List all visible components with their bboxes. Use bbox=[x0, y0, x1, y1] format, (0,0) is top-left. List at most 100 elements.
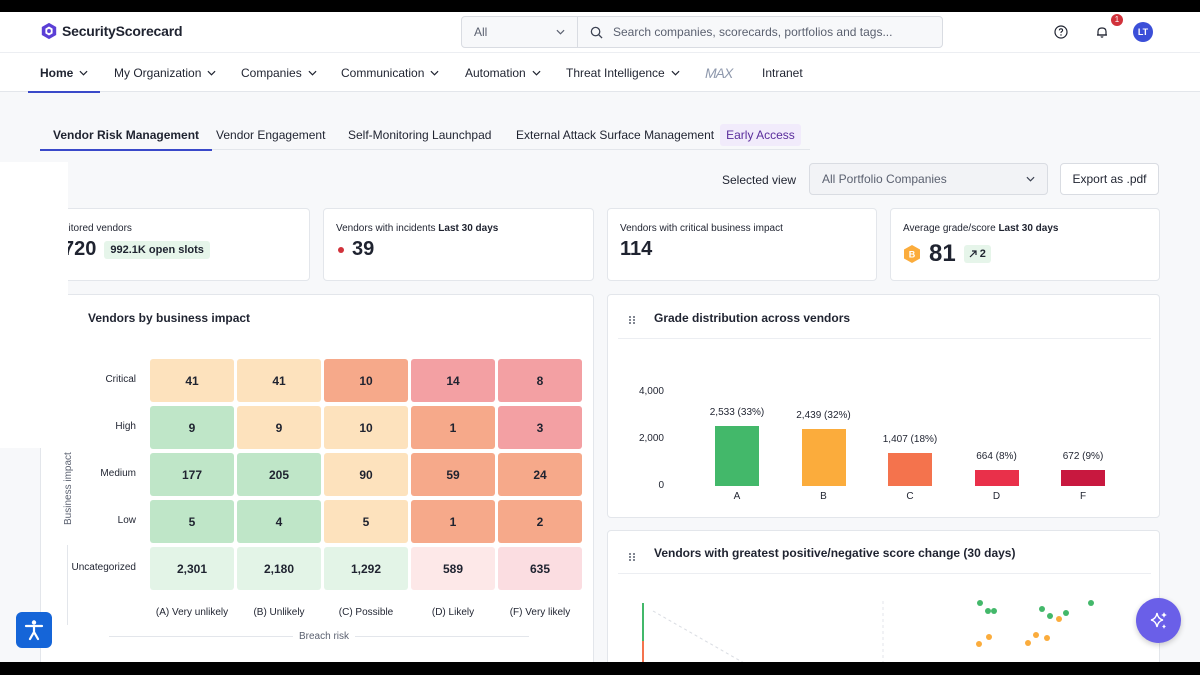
kpi-label-text: Average grade/score bbox=[903, 223, 996, 234]
nav-item-threat-intelligence[interactable]: Threat Intelligence bbox=[566, 53, 680, 92]
bar-c[interactable] bbox=[888, 452, 932, 486]
bar-b[interactable] bbox=[801, 428, 846, 486]
chevron-down-icon bbox=[207, 70, 216, 76]
avatar[interactable]: LT bbox=[1133, 22, 1153, 42]
point-neutral bbox=[1044, 635, 1050, 641]
chevron-down-icon bbox=[79, 70, 88, 76]
nav-item-max[interactable]: MAX bbox=[705, 53, 733, 92]
heatmap-cell[interactable]: 635 bbox=[498, 547, 582, 590]
bell-icon[interactable] bbox=[1095, 25, 1109, 39]
tab-vendor-risk-management[interactable]: Vendor Risk Management bbox=[39, 120, 213, 151]
heatmap-row-label: Uncategorized bbox=[71, 562, 136, 573]
heatmap-cell[interactable]: 8 bbox=[498, 359, 582, 402]
nav-item-intranet[interactable]: Intranet bbox=[762, 53, 803, 92]
max-logo: MAX bbox=[705, 64, 733, 81]
heatmap-col-label: (A) Very unlikely bbox=[155, 607, 229, 618]
point-positive bbox=[1039, 606, 1045, 612]
trend-value: 2 bbox=[979, 248, 986, 260]
heatmap-cell[interactable]: 59 bbox=[411, 453, 495, 496]
tab-external-attack-surface-management[interactable]: External Attack Surface Management Early… bbox=[516, 120, 801, 150]
y-tick-label: 0 bbox=[658, 480, 664, 491]
heatmap-cell[interactable]: 5 bbox=[324, 500, 408, 543]
app-frame: SecurityScorecard All 1 LT Home My Organ… bbox=[0, 12, 1200, 662]
heatmap-cell[interactable]: 1,292 bbox=[324, 547, 408, 590]
kpi-vendors-with-incidents[interactable]: Vendors with incidents Last 30 days 39 bbox=[323, 208, 594, 281]
heatmap-col-label: (F) Very likely bbox=[509, 607, 571, 618]
heatmap-cell[interactable]: 205 bbox=[237, 453, 321, 496]
heatmap-cell[interactable]: 2 bbox=[498, 500, 582, 543]
heatmap-cell[interactable]: 41 bbox=[237, 359, 321, 402]
dashboard-tabs: Vendor Risk Management Vendor Engagement… bbox=[39, 120, 810, 151]
bar-f[interactable] bbox=[1061, 470, 1105, 486]
ai-assistant-button[interactable] bbox=[1136, 598, 1181, 643]
score-change-card: Vendors with greatest positive/negative … bbox=[607, 530, 1160, 662]
kpi-value: 81 bbox=[929, 240, 956, 267]
bar-data-label: 664 (8%) bbox=[976, 451, 1017, 463]
chevron-down-icon bbox=[671, 70, 680, 76]
heatmap-cell[interactable]: 9 bbox=[237, 406, 321, 449]
point-positive bbox=[985, 608, 991, 614]
chevron-down-icon bbox=[430, 70, 439, 76]
chevron-down-icon bbox=[1026, 176, 1035, 182]
brand-name: SecurityScorecard bbox=[62, 23, 183, 39]
selected-view-select[interactable]: All Portfolio Companies bbox=[809, 163, 1048, 195]
export-pdf-button[interactable]: Export as .pdf bbox=[1060, 163, 1159, 195]
heatmap-cell[interactable]: 10 bbox=[324, 359, 408, 402]
heatmap-cell[interactable]: 3 bbox=[498, 406, 582, 449]
nav-item-companies[interactable]: Companies bbox=[241, 53, 317, 92]
y-axis-title: Business impact bbox=[63, 452, 74, 525]
grade-distribution-card: Grade distribution across vendors 4,000 2… bbox=[607, 294, 1160, 518]
point-positive bbox=[977, 600, 983, 606]
kpi-critical-impact[interactable]: Vendors with critical business impact 11… bbox=[607, 208, 877, 281]
nav-item-automation[interactable]: Automation bbox=[465, 53, 541, 92]
card-title: Vendors by business impact bbox=[88, 311, 251, 325]
x-axis-title: Breach risk bbox=[293, 631, 356, 642]
bar-data-label: 672 (9%) bbox=[1062, 451, 1104, 463]
kpi-value: 114 bbox=[620, 238, 653, 260]
nav-item-communication[interactable]: Communication bbox=[341, 53, 439, 92]
point-positive bbox=[1063, 610, 1069, 616]
early-access-badge: Early Access bbox=[720, 124, 801, 146]
kpi-average-grade[interactable]: Average grade/score Last 30 days B 81 2 bbox=[890, 208, 1160, 281]
heatmap-cell[interactable]: 9 bbox=[150, 406, 234, 449]
kpi-label: Vendors with incidents Last 30 days bbox=[336, 223, 498, 234]
heatmap-cell[interactable]: 24 bbox=[498, 453, 582, 496]
kpi-monitored-vendors[interactable]: nitored vendors 720 992.1K open slots bbox=[40, 208, 310, 281]
heatmap-cell[interactable]: 177 bbox=[150, 453, 234, 496]
accessibility-button[interactable] bbox=[16, 612, 52, 648]
kpi-value: 720 bbox=[63, 238, 97, 260]
kpi-period: Last 30 days bbox=[438, 223, 499, 234]
tab-self-monitoring-launchpad[interactable]: Self-Monitoring Launchpad bbox=[348, 128, 492, 142]
heatmap-cell[interactable]: 90 bbox=[324, 453, 408, 496]
heatmap-cell[interactable]: 1 bbox=[411, 406, 495, 449]
kpi-label: nitored vendors bbox=[63, 223, 132, 234]
drag-handle-icon[interactable] bbox=[628, 315, 636, 325]
brand-logo[interactable]: SecurityScorecard bbox=[40, 22, 183, 40]
heatmap-cell[interactable]: 4 bbox=[237, 500, 321, 543]
heatmap-cell[interactable]: 14 bbox=[411, 359, 495, 402]
divider bbox=[618, 573, 1151, 574]
heatmap-cell[interactable]: 10 bbox=[324, 406, 408, 449]
point-neutral bbox=[1025, 640, 1031, 646]
point-neutral bbox=[986, 634, 992, 640]
nav-item-label: Companies bbox=[241, 65, 302, 80]
kpi-label: Average grade/score Last 30 days bbox=[903, 223, 1058, 234]
heatmap-cell[interactable]: 5 bbox=[150, 500, 234, 543]
heatmap-cell[interactable]: 2,301 bbox=[150, 547, 234, 590]
heatmap-cell[interactable]: 41 bbox=[150, 359, 234, 402]
heatmap-cell[interactable]: 1 bbox=[411, 500, 495, 543]
x-tick-label: F bbox=[1079, 491, 1087, 502]
heatmap-cell[interactable]: 589 bbox=[411, 547, 495, 590]
bar-a[interactable] bbox=[715, 426, 759, 486]
search-scope-select[interactable]: All bbox=[461, 16, 578, 48]
nav-item-home[interactable]: Home bbox=[27, 53, 101, 93]
tab-vendor-engagement[interactable]: Vendor Engagement bbox=[216, 128, 326, 142]
heatmap-cell[interactable]: 2,180 bbox=[237, 547, 321, 590]
search-input[interactable] bbox=[613, 25, 913, 39]
nav-item-my-organization[interactable]: My Organization bbox=[114, 53, 216, 92]
bar-d[interactable] bbox=[974, 470, 1019, 486]
drag-handle-icon[interactable] bbox=[628, 552, 636, 562]
kpi-label-text: Vendors with incidents bbox=[336, 223, 436, 234]
sparkle-icon bbox=[1150, 611, 1167, 629]
help-icon[interactable] bbox=[1054, 25, 1068, 39]
